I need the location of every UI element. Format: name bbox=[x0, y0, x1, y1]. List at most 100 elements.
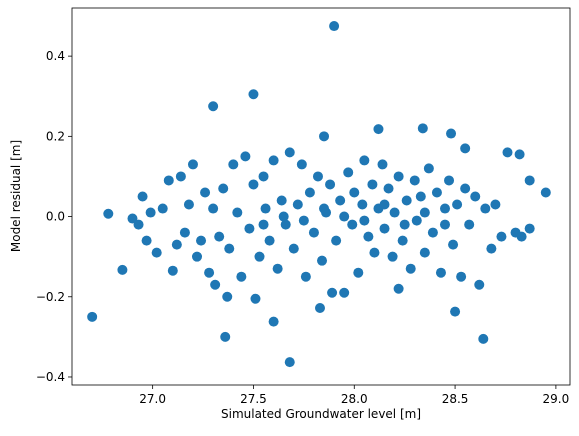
point bbox=[397, 235, 408, 246]
point bbox=[214, 231, 225, 242]
point bbox=[145, 207, 156, 218]
point bbox=[393, 283, 404, 294]
point bbox=[401, 195, 412, 206]
point bbox=[288, 243, 299, 254]
y-axis-label: Model residual [m] bbox=[9, 140, 23, 252]
point bbox=[502, 147, 513, 158]
point bbox=[312, 171, 323, 182]
point bbox=[540, 187, 551, 198]
x-tick-label: 28.5 bbox=[442, 392, 469, 406]
point bbox=[411, 215, 422, 226]
point bbox=[208, 101, 219, 112]
point bbox=[448, 239, 459, 250]
point bbox=[405, 263, 416, 274]
point bbox=[516, 231, 527, 242]
point bbox=[460, 183, 471, 194]
x-tick-label: 28.0 bbox=[341, 392, 368, 406]
point bbox=[389, 207, 400, 218]
point bbox=[244, 223, 255, 234]
point bbox=[393, 171, 404, 182]
point bbox=[367, 179, 378, 190]
point bbox=[276, 195, 287, 206]
point bbox=[339, 211, 350, 222]
point bbox=[317, 255, 328, 266]
point bbox=[224, 243, 235, 254]
point bbox=[474, 279, 485, 290]
point bbox=[514, 149, 525, 160]
point bbox=[419, 207, 430, 218]
point bbox=[103, 208, 114, 219]
point bbox=[327, 287, 338, 298]
point bbox=[359, 155, 370, 166]
y-tick-label: 0.2 bbox=[46, 129, 65, 143]
point bbox=[325, 179, 336, 190]
point bbox=[450, 306, 461, 317]
point bbox=[278, 211, 289, 222]
point bbox=[280, 219, 291, 230]
point bbox=[369, 247, 380, 258]
point bbox=[439, 219, 450, 230]
point bbox=[240, 151, 251, 162]
point bbox=[383, 183, 394, 194]
point bbox=[220, 331, 231, 342]
point bbox=[268, 155, 279, 166]
point bbox=[208, 203, 219, 214]
point bbox=[298, 215, 309, 226]
point bbox=[373, 124, 384, 135]
point bbox=[236, 271, 247, 282]
x-tick-label: 29.0 bbox=[543, 392, 570, 406]
point bbox=[415, 191, 426, 202]
point bbox=[258, 219, 269, 230]
point bbox=[329, 21, 340, 32]
point bbox=[377, 159, 388, 170]
point bbox=[117, 264, 128, 275]
point bbox=[204, 267, 215, 278]
point bbox=[496, 231, 507, 242]
point bbox=[300, 271, 311, 282]
point bbox=[343, 167, 354, 178]
point bbox=[254, 251, 265, 262]
y-tick-label: 0.0 bbox=[46, 210, 65, 224]
point bbox=[399, 219, 410, 230]
point bbox=[175, 171, 186, 182]
point bbox=[232, 207, 243, 218]
point bbox=[228, 159, 239, 170]
point bbox=[284, 357, 295, 368]
point bbox=[417, 123, 428, 134]
point bbox=[87, 311, 98, 322]
point bbox=[359, 215, 370, 226]
point bbox=[486, 243, 497, 254]
point bbox=[460, 143, 471, 154]
x-tick-label: 27.5 bbox=[240, 392, 267, 406]
point bbox=[456, 271, 467, 282]
point bbox=[314, 302, 325, 313]
point bbox=[347, 219, 358, 230]
point bbox=[284, 147, 295, 158]
point bbox=[304, 187, 315, 198]
point bbox=[319, 203, 330, 214]
point bbox=[222, 291, 233, 302]
x-axis-label: Simulated Groundwater level [m] bbox=[221, 407, 421, 421]
point bbox=[357, 199, 368, 210]
point bbox=[419, 247, 430, 258]
point bbox=[339, 287, 350, 298]
point bbox=[435, 267, 446, 278]
y-tick-label: 0.4 bbox=[46, 49, 65, 63]
point bbox=[319, 131, 330, 142]
point bbox=[470, 191, 481, 202]
point bbox=[157, 203, 168, 214]
point bbox=[268, 316, 279, 327]
point bbox=[464, 219, 475, 230]
point bbox=[151, 247, 162, 258]
point bbox=[452, 199, 463, 210]
point bbox=[133, 219, 144, 230]
point bbox=[141, 235, 152, 246]
point bbox=[423, 163, 434, 174]
point bbox=[218, 183, 229, 194]
point bbox=[250, 293, 261, 304]
point bbox=[179, 227, 190, 238]
point bbox=[292, 199, 303, 210]
point bbox=[163, 175, 174, 186]
point bbox=[331, 235, 342, 246]
